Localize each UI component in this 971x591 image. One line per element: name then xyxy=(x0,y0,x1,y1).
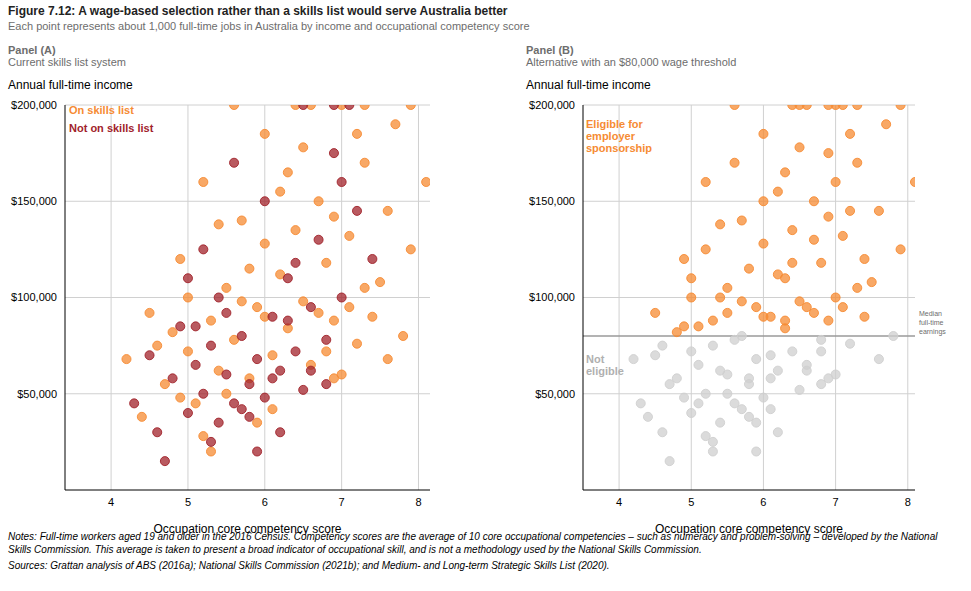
svg-text:$200,000: $200,000 xyxy=(529,99,575,111)
html-text:Each point represents about 1,: Each point represents about 1,000 full-t… xyxy=(8,20,530,32)
svg-text:6: 6 xyxy=(262,496,268,508)
svg-text:Medianfull-timeearnings: Medianfull-timeearnings xyxy=(919,310,946,336)
svg-text:$50,000: $50,000 xyxy=(17,388,57,400)
html-text:Not on skills list: Not on skills list xyxy=(69,122,154,134)
svg-text:7: 7 xyxy=(339,496,345,508)
svg-text:7: 7 xyxy=(833,496,839,508)
svg-text:$50,000: $50,000 xyxy=(535,388,575,400)
svg-text:$150,000: $150,000 xyxy=(11,195,57,207)
svg-text:6: 6 xyxy=(760,496,766,508)
html-text:Alternative with an $80,000 wa: Alternative with an $80,000 wage thresho… xyxy=(526,56,737,68)
html-text:Current skills list system: Current skills list system xyxy=(8,56,126,68)
html-text:Eligible for employer sponsors: Eligible for employer sponsorship xyxy=(586,118,652,154)
html-text:Panel (A): Panel (A) xyxy=(8,44,56,56)
svg-text:$200,000: $200,000 xyxy=(11,99,57,111)
svg-text:$150,000: $150,000 xyxy=(529,195,575,207)
html-text:Annual full-time income: Annual full-time income xyxy=(526,78,651,92)
svg-text:$100,000: $100,000 xyxy=(11,291,57,303)
html-text:Notes: Full-time workers aged: Notes: Full-time workers aged 19 and old… xyxy=(8,531,938,555)
html-text:Sources: Grattan analysis of A: Sources: Grattan analysis of ABS (2016a)… xyxy=(8,560,610,571)
svg-text:8: 8 xyxy=(415,496,421,508)
svg-text:4: 4 xyxy=(616,496,622,508)
html-text:Panel (B): Panel (B) xyxy=(526,44,574,56)
svg-text:5: 5 xyxy=(688,496,694,508)
html-text:Annual full-time income: Annual full-time income xyxy=(8,78,133,92)
svg-text:8: 8 xyxy=(905,496,911,508)
html-text:Figure 7.12: A wage-based sele: Figure 7.12: A wage-based selection rath… xyxy=(8,4,508,18)
html-text:Not eligible: Not eligible xyxy=(586,353,624,377)
svg-text:$100,000: $100,000 xyxy=(529,291,575,303)
html-text:On skills list: On skills list xyxy=(69,104,134,116)
svg-text:5: 5 xyxy=(185,496,191,508)
svg-text:4: 4 xyxy=(108,496,114,508)
